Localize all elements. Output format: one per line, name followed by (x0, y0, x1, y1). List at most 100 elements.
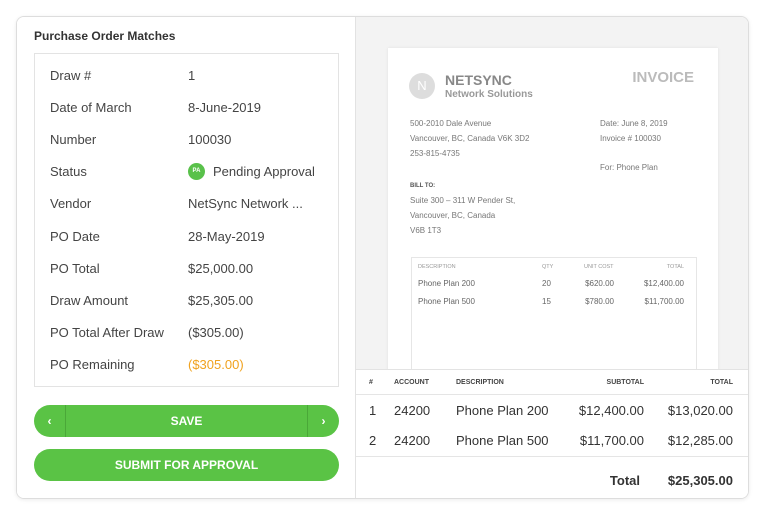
table-cell: $12,400.00 (578, 403, 644, 418)
column-header: SUBTOTAL (606, 379, 644, 386)
detail-row: PO Date 28-May-2019 (50, 226, 265, 246)
field-value: 100030 (188, 132, 231, 147)
phone: 253-815-4735 (410, 149, 460, 158)
status-badge: PA (188, 163, 205, 181)
line-items-table: # ACCOUNT DESCRIPTION SUBTOTAL TOTAL 1 24200 Ph… (356, 369, 748, 498)
invoice-heading: INVOICE (632, 69, 694, 86)
invoice-items-table: DESCRIPTION QTY UNIT COST TOTAL Phone Plan 2… (411, 257, 697, 387)
panel-title: Purchase Order Matches (34, 29, 176, 43)
invoice-column-header: UNIT COST (584, 264, 614, 270)
divider (356, 394, 748, 395)
table-cell: 24200 (394, 403, 431, 418)
invoice-preview-panel: N NETSYNC Network Solutions INVOICE 500-… (356, 17, 748, 498)
value-text: 28-May-2019 (188, 228, 265, 244)
po-details: Draw # 1 Date of March 8-June-2019 Number 100… (34, 53, 339, 387)
total-label: Total (609, 473, 640, 488)
invoice-item-cell: 15 (542, 297, 551, 306)
invoice-item-cell: Phone Plan 500 (418, 297, 475, 306)
table-cell: $11,700.00 (579, 433, 644, 448)
invoice-document: N NETSYNC Network Solutions INVOICE 500-… (388, 48, 718, 387)
value-text: NetSync Network ... (188, 196, 303, 212)
purchase-order-card: Purchase Order Matches Draw # 1 Date of Ma… (16, 16, 749, 499)
detail-row: Draw # 1 (50, 65, 195, 85)
invoice-column-header: TOTAL (666, 264, 684, 270)
value-text: ($305.00) (188, 357, 244, 373)
table-cell: $12,285.00 (667, 433, 733, 448)
field-value: 1 (188, 68, 195, 83)
table-cell: $13,020.00 (667, 403, 733, 418)
po-matches-panel: Purchase Order Matches Draw # 1 Date of Ma… (17, 17, 356, 498)
column-header: DESCRIPTION (456, 379, 504, 386)
company-name: NETSYNC (445, 72, 512, 88)
field-value: 28-May-2019 (188, 229, 265, 244)
address-line: 500-2010 Dale Avenue (410, 119, 492, 128)
bill-to-label: BILL TO: (410, 183, 436, 189)
company-logo: N (409, 73, 435, 99)
field-value: PA Pending Approval (188, 163, 315, 181)
detail-row: Date of March 8-June-2019 (50, 97, 261, 117)
invoice-item-cell: 20 (542, 279, 551, 288)
field-label: PO Total After Draw (50, 325, 164, 341)
detail-row: Draw Amount $25,305.00 (50, 290, 253, 310)
field-label: Date of March (50, 99, 132, 115)
invoice-item-cell: $780.00 (585, 297, 614, 306)
value-text: Pending Approval (213, 164, 315, 180)
table-cell: Phone Plan 200 (456, 403, 549, 418)
field-label: PO Date (50, 228, 100, 244)
save-button[interactable]: SAVE (170, 414, 203, 428)
value-text: ($305.00) (188, 325, 244, 341)
field-value: $25,000.00 (188, 261, 253, 276)
detail-row: Number 100030 (50, 129, 231, 149)
table-cell: Phone Plan 500 (456, 433, 549, 448)
field-label: Draw # (50, 67, 92, 83)
field-label: Status (50, 164, 87, 180)
invoice-number: Invoice # 100030 (600, 134, 661, 143)
detail-row: PO Remaining ($305.00) (50, 355, 244, 375)
address-line: Vancouver, BC, Canada V6K 3D2 (410, 134, 530, 143)
invoice-item-cell: $11,700.00 (644, 297, 684, 306)
total-value: $25,305.00 (667, 473, 733, 488)
company-subtitle: Network Solutions (445, 89, 533, 100)
next-button[interactable]: › (307, 405, 339, 437)
prev-button[interactable]: ‹ (34, 405, 66, 437)
value-text: 1 (188, 67, 196, 83)
field-label: PO Remaining (50, 357, 135, 373)
field-value: ($305.00) (188, 357, 244, 372)
column-header: TOTAL (710, 379, 733, 386)
value-text: 100030 (188, 131, 232, 147)
field-value: 8-June-2019 (188, 100, 261, 115)
field-label: Vendor (50, 196, 92, 212)
value-text: 8-June-2019 (188, 99, 261, 115)
invoice-item-cell: Phone Plan 200 (418, 279, 475, 288)
bill-to-address: Suite 300 – 311 W Pender St, Vancouver, … (410, 193, 515, 238)
save-button-group: ‹ SAVE › (34, 405, 339, 437)
invoice-for: For: Phone Plan (600, 163, 658, 172)
address-line: Vancouver, BC, Canada (410, 211, 496, 220)
invoice-item-cell: $620.00 (585, 279, 614, 288)
invoice-column-header: QTY (542, 264, 554, 270)
field-label: PO Total (50, 260, 100, 276)
submit-for-approval-button[interactable]: SUBMIT FOR APPROVAL (34, 449, 339, 481)
column-header: # (369, 379, 373, 386)
invoice-item-cell: $12,400.00 (643, 279, 684, 288)
table-cell: 1 (369, 403, 377, 418)
company-address: 500-2010 Dale Avenue Vancouver, BC, Cana… (410, 116, 529, 161)
field-label: Number (50, 131, 97, 147)
invoice-meta: Date: June 8, 2019 Invoice # 100030 For:… (600, 116, 668, 175)
column-header: ACCOUNT (394, 379, 429, 386)
detail-row: PO Total $25,000.00 (50, 258, 253, 278)
table-cell: 24200 (394, 433, 431, 448)
value-text: $25,000.00 (188, 260, 254, 276)
field-value: ($305.00) (188, 325, 244, 340)
invoice-date: Date: June 8, 2019 (600, 119, 668, 128)
field-label: Draw Amount (50, 292, 129, 308)
field-value: NetSync Network ... (188, 196, 303, 211)
invoice-column-header: DESCRIPTION (418, 264, 456, 270)
address-line: Suite 300 – 311 W Pender St, (410, 196, 516, 205)
field-value: $25,305.00 (188, 293, 253, 308)
detail-row: PO Total After Draw ($305.00) (50, 323, 244, 343)
address-line: V6B 1T3 (410, 226, 442, 235)
detail-row: Vendor NetSync Network ... (50, 194, 303, 214)
table-cell: 2 (369, 433, 377, 448)
divider (356, 456, 748, 457)
